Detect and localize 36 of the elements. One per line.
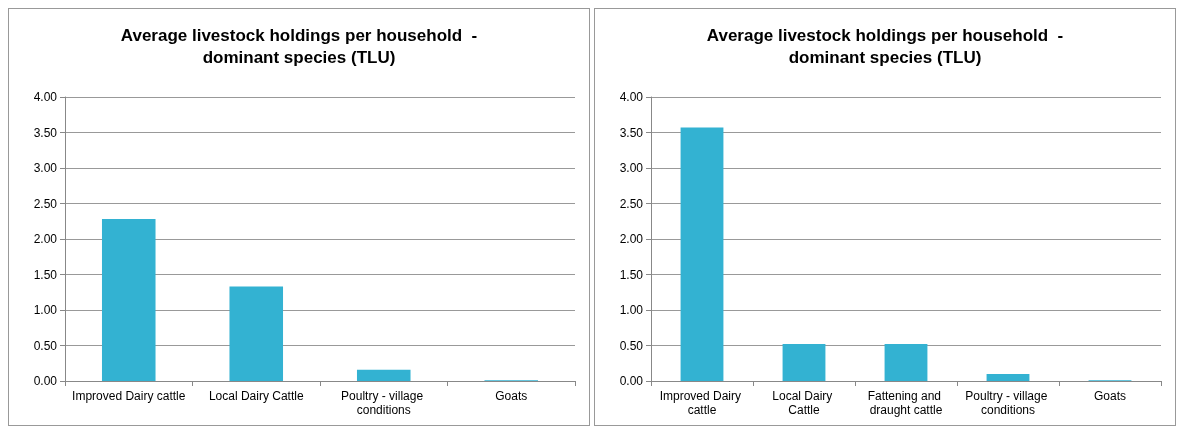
x-tick-label: Local Dairy Cattle bbox=[208, 389, 304, 403]
x-tick-label: Poultry - village conditions bbox=[341, 389, 427, 417]
y-tick-label: 0.50 bbox=[33, 338, 58, 353]
y-tick-label: 0.00 bbox=[619, 374, 644, 388]
bar bbox=[356, 369, 411, 381]
bar bbox=[782, 344, 826, 381]
bar bbox=[680, 127, 724, 381]
y-tick-label: 2.00 bbox=[33, 232, 58, 246]
x-tick-label: Poultry - village conditions bbox=[965, 389, 1051, 417]
y-tick-label: 3.00 bbox=[33, 161, 58, 175]
x-tick-label: Local Dairy Cattle bbox=[772, 389, 836, 417]
bar bbox=[101, 219, 156, 381]
x-tick-label: Goats bbox=[1093, 389, 1127, 403]
bar bbox=[229, 286, 284, 381]
chart-title: Average livestock holdings per household - dominant species (TLU) bbox=[120, 25, 478, 67]
x-tick-label: Goats bbox=[495, 389, 528, 403]
y-tick-label: 3.00 bbox=[619, 161, 644, 175]
y-tick-label: 1.00 bbox=[619, 303, 644, 317]
x-tick-label: Fattening and draught cattle bbox=[867, 389, 945, 417]
y-tick-label: 1.00 bbox=[33, 303, 58, 317]
y-tick-label: 2.00 bbox=[619, 232, 644, 246]
bar bbox=[884, 344, 928, 381]
y-tick-label: 4.00 bbox=[33, 90, 58, 104]
y-tick-label: 2.50 bbox=[619, 196, 644, 211]
y-tick-label: 1.50 bbox=[33, 267, 58, 282]
y-tick-label: 3.50 bbox=[33, 125, 58, 140]
y-tick-label: 0.50 bbox=[619, 338, 644, 353]
x-tick-label: Improved Dairy cattle bbox=[72, 389, 186, 403]
x-tick-label: Improved Dairy cattle bbox=[659, 389, 745, 417]
y-tick-label: 2.50 bbox=[33, 196, 58, 211]
y-tick-label: 3.50 bbox=[619, 125, 644, 140]
chart-title: Average livestock holdings per household - dominant species (TLU) bbox=[706, 25, 1064, 67]
y-tick-label: 4.00 bbox=[619, 90, 644, 104]
y-tick-label: 1.50 bbox=[619, 267, 644, 282]
y-tick-label: 0.00 bbox=[33, 374, 58, 388]
bar bbox=[986, 373, 1030, 381]
